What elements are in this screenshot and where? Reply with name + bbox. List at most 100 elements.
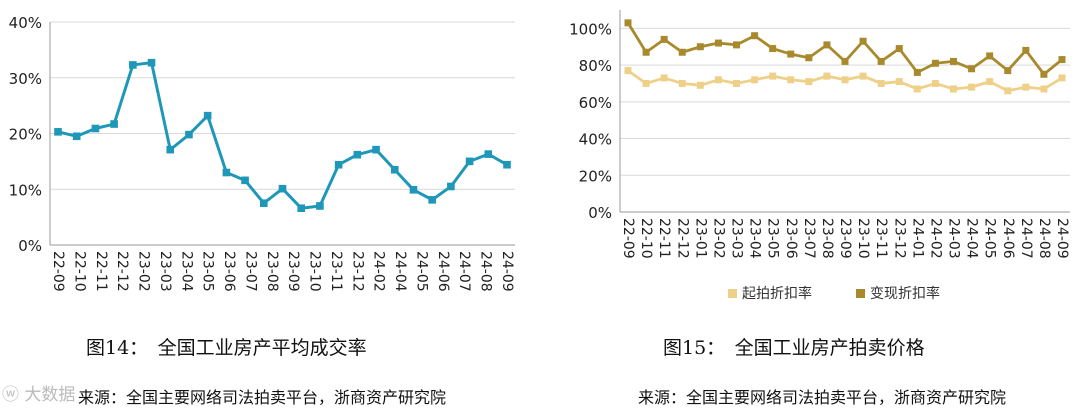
- data-point: [913, 68, 921, 76]
- data-point: [624, 19, 632, 27]
- data-point: [409, 186, 418, 194]
- x-tick-label: 23-04: [178, 251, 194, 292]
- x-tick-label: 24-07: [456, 251, 472, 292]
- y-tick-label: 0%: [18, 237, 42, 255]
- x-tick-label: 23-03: [729, 218, 745, 259]
- legend-label-1: 起拍折扣率: [742, 285, 812, 302]
- data-point: [1022, 46, 1030, 54]
- data-point: [203, 111, 212, 120]
- data-point: [428, 196, 436, 204]
- x-tick-label: 22-11: [656, 218, 672, 259]
- data-point: [895, 78, 903, 86]
- y-tick-label: 10%: [9, 181, 42, 199]
- legend-marker-2: [856, 289, 865, 298]
- data-point: [241, 176, 249, 185]
- x-tick-label: 24-08: [1036, 218, 1052, 259]
- x-tick-label: 23-03: [157, 251, 173, 292]
- watermark: ⓦ 大数据: [2, 380, 75, 405]
- x-tick-label: 24-05: [982, 218, 998, 259]
- data-point: [769, 45, 777, 53]
- data-point: [484, 150, 493, 158]
- x-tick-label: 24-06: [435, 251, 451, 292]
- x-tick-label: 24-04: [964, 218, 980, 259]
- watermark-text: 大数据: [24, 385, 76, 405]
- x-tick-label: 23-09: [837, 218, 853, 259]
- series-line-2: [626, 22, 1063, 76]
- x-tick-label: 22-09: [620, 218, 636, 259]
- y-tick-label: 20%: [579, 167, 612, 185]
- x-tick-label: 23-07: [242, 251, 258, 292]
- data-point: [91, 124, 100, 133]
- x-tick-label: 23-05: [765, 218, 781, 259]
- data-point: [259, 199, 268, 207]
- data-point: [968, 65, 976, 73]
- data-point: [503, 160, 511, 169]
- y-tick-label: 80%: [579, 57, 612, 75]
- data-point: [913, 85, 921, 93]
- data-point: [823, 41, 831, 49]
- x-tick-label: 22-12: [114, 251, 130, 292]
- data-point: [841, 76, 849, 84]
- x-tick-label: 24-09: [1054, 218, 1070, 259]
- data-point: [714, 76, 722, 84]
- x-tick-label: 24-09: [499, 251, 515, 292]
- data-point: [895, 45, 903, 53]
- data-point: [185, 130, 193, 139]
- legend-label-2: 变现折扣率: [870, 285, 940, 302]
- data-point: [278, 184, 287, 193]
- y-tick-label: 40%: [579, 131, 612, 149]
- data-point: [751, 76, 759, 84]
- data-point: [1040, 70, 1048, 78]
- data-point: [751, 32, 759, 40]
- chart-average-transaction-rate: 0% 10% 20% 30% 40% 22-09 22-10 22-11 22-12 23-02 2…: [9, 14, 515, 292]
- data-point: [1004, 87, 1012, 95]
- data-point: [642, 48, 650, 56]
- data-point: [769, 72, 777, 80]
- x-tick-label: 24-07: [1018, 218, 1034, 259]
- data-point: [316, 202, 324, 210]
- x-tick-label: 23-09: [285, 251, 301, 292]
- data-point: [1058, 56, 1066, 64]
- x-tick-label: 23-11: [873, 218, 889, 259]
- x-tick-label: 22-10: [71, 251, 87, 292]
- data-point: [72, 132, 81, 141]
- x-tick-label: 23-04: [747, 218, 763, 259]
- data-point: [877, 57, 885, 65]
- weibo-logo-icon: ⓦ: [2, 385, 19, 405]
- data-point: [805, 78, 813, 86]
- y-tick-label: 40%: [9, 14, 42, 32]
- x-tick-label: 23-10: [307, 251, 323, 292]
- y-tick-label: 100%: [569, 20, 612, 38]
- data-point: [390, 165, 399, 174]
- data-point: [129, 61, 137, 69]
- data-point: [297, 204, 306, 213]
- data-point: [986, 78, 994, 86]
- data-point: [334, 160, 343, 169]
- data-point: [624, 67, 632, 75]
- x-tick-label: 24-02: [371, 251, 387, 292]
- data-point: [1004, 67, 1012, 75]
- legend-marker-1: [728, 289, 737, 298]
- x-tick-label: 22-11: [93, 251, 109, 292]
- data-point: [859, 72, 867, 80]
- x-tick-label: 23-05: [200, 251, 216, 292]
- data-point: [733, 41, 740, 49]
- data-point: [714, 39, 722, 47]
- data-point: [147, 58, 156, 67]
- data-point: [1022, 83, 1030, 91]
- data-point: [823, 72, 831, 80]
- data-point: [787, 76, 795, 84]
- x-tick-label: 23-07: [801, 218, 817, 259]
- x-tick-label: 23-11: [328, 251, 344, 292]
- data-point: [1058, 74, 1066, 82]
- data-point: [447, 182, 455, 191]
- y-tick-label: 60%: [579, 94, 612, 112]
- data-point: [353, 150, 362, 159]
- data-point: [841, 57, 849, 65]
- data-point: [166, 145, 175, 154]
- x-tick-label: 22-09: [50, 251, 66, 292]
- data-point: [950, 57, 957, 65]
- x-tick-label: 23-12: [891, 218, 907, 259]
- figure-15-source: 来源：全国主要网络司法拍卖平台，浙商资产研究院: [638, 388, 1007, 407]
- data-point: [859, 37, 867, 45]
